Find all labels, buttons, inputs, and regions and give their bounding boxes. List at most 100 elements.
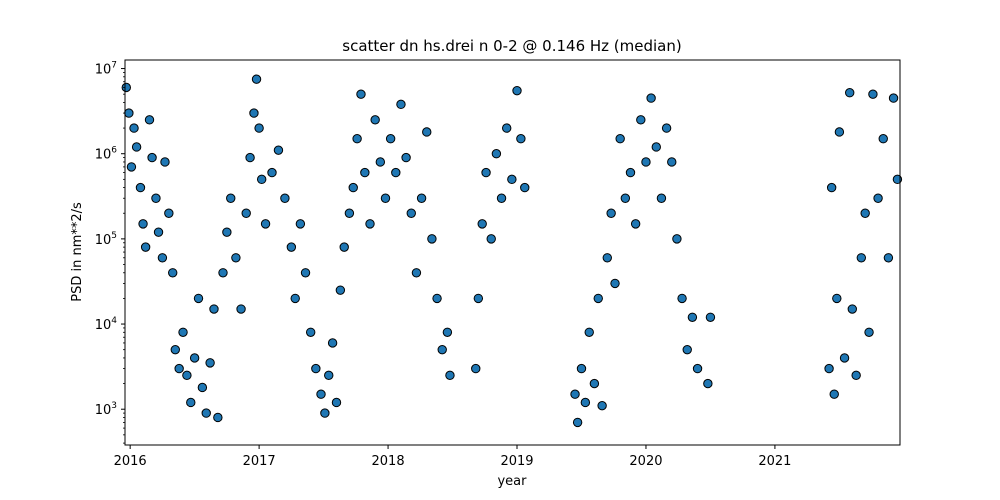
data-point [267, 167, 277, 178]
data-point [445, 370, 455, 381]
data-point [656, 193, 667, 203]
data-point [672, 234, 682, 244]
y-tick-label: 104 [95, 316, 118, 333]
data-point [839, 353, 850, 363]
data-point [164, 208, 174, 218]
data-point [486, 234, 496, 244]
data-point [135, 182, 146, 193]
data-point [157, 253, 168, 263]
data-point [254, 123, 264, 133]
data-point [416, 193, 427, 203]
data-point [606, 208, 616, 218]
data-point [832, 293, 842, 304]
x-tick-label: 2016 [114, 454, 147, 469]
data-point [883, 253, 894, 263]
data-point [129, 123, 139, 133]
data-point [391, 167, 401, 178]
data-point [151, 193, 161, 203]
data-point [241, 208, 251, 218]
x-tick-label: 2019 [500, 454, 533, 469]
data-point [646, 93, 656, 103]
data-point [864, 327, 874, 337]
data-point [236, 304, 246, 314]
x-tick-label: 2020 [629, 454, 662, 469]
data-point [845, 88, 855, 98]
data-point [602, 253, 612, 263]
data-point [692, 363, 703, 374]
data-point [677, 293, 687, 304]
data-point [280, 193, 290, 203]
data-point [856, 253, 867, 263]
x-tick-label: 2021 [758, 454, 791, 469]
data-point [661, 123, 672, 133]
data-point [834, 127, 845, 137]
data-point [260, 219, 271, 229]
data-point [324, 370, 334, 381]
data-point [344, 208, 355, 218]
data-point [580, 397, 591, 408]
data-point [584, 327, 594, 337]
data-point [427, 234, 437, 244]
data-point [868, 89, 878, 99]
data-point [121, 82, 131, 93]
x-tick-label: 2018 [372, 454, 405, 469]
data-point [256, 174, 267, 185]
data-point [348, 182, 358, 193]
data-point [168, 268, 178, 278]
data-point [411, 268, 422, 278]
data-point [147, 152, 157, 163]
data-point [375, 157, 386, 167]
data-point [477, 219, 487, 229]
data-point [491, 149, 502, 159]
data-point [641, 157, 651, 167]
data-point [140, 242, 151, 252]
data-point [245, 152, 255, 163]
data-point [512, 85, 522, 96]
data-point [138, 219, 148, 229]
data-point [507, 174, 517, 185]
data-point [829, 389, 839, 399]
data-point [636, 115, 646, 125]
data-point [873, 193, 883, 203]
data-point [610, 278, 620, 289]
data-point [160, 157, 170, 167]
points-layer [121, 74, 903, 428]
data-point [331, 397, 342, 408]
data-point [824, 363, 834, 374]
data-point [687, 312, 698, 322]
data-point [126, 162, 137, 172]
data-point [496, 193, 507, 203]
data-point [305, 327, 316, 337]
data-point [385, 134, 396, 144]
data-point [396, 99, 406, 110]
data-point [124, 108, 134, 118]
data-point [520, 182, 530, 193]
data-point [178, 327, 188, 337]
data-point [625, 167, 636, 178]
data-point [516, 134, 526, 144]
data-point [442, 327, 453, 337]
data-point [630, 219, 641, 229]
data-point [826, 182, 837, 193]
data-point [209, 304, 219, 314]
y-tick-label: 103 [95, 401, 117, 418]
data-point [651, 142, 661, 152]
data-point [576, 363, 587, 374]
data-point [290, 293, 300, 304]
y-axis-title: PSD in nm**2/s [70, 202, 85, 302]
data-point [153, 227, 164, 237]
data-point [593, 293, 603, 304]
data-point [231, 253, 241, 263]
data-point [286, 242, 297, 252]
data-point [502, 123, 512, 133]
data-point [437, 344, 447, 355]
data-point [205, 358, 215, 368]
y-tick-label: 105 [95, 231, 117, 248]
data-point [144, 115, 155, 125]
data-point [473, 293, 484, 304]
data-point [481, 167, 491, 178]
data-point [189, 353, 200, 363]
data-point [406, 208, 416, 218]
data-point [888, 93, 899, 103]
